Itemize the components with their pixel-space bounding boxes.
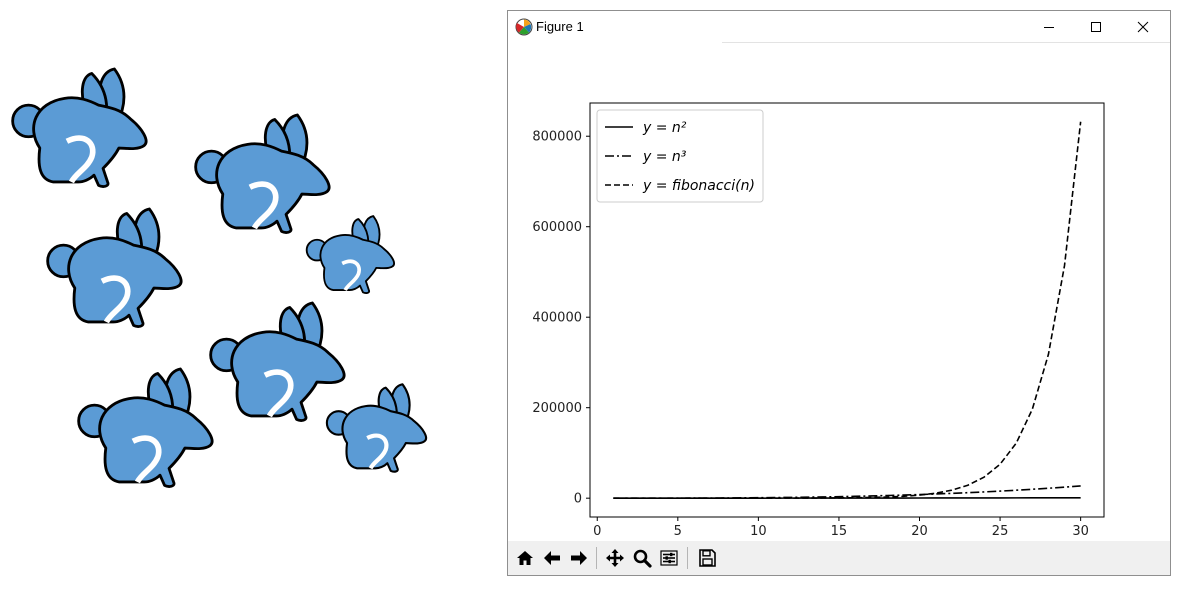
rabbits-illustration xyxy=(0,0,500,592)
legend-label-1: y = n² xyxy=(642,120,687,136)
back-button[interactable] xyxy=(539,545,565,571)
save-button[interactable] xyxy=(694,545,720,571)
zoom-button[interactable] xyxy=(629,545,655,571)
x-tick-label: 15 xyxy=(831,524,848,539)
y-tick-label: 200000 xyxy=(532,401,582,416)
legend-label-3: y = fibonacci(n) xyxy=(642,178,755,194)
configure-subplots-button[interactable] xyxy=(656,545,682,571)
navigation-toolbar xyxy=(508,541,1170,575)
series-line-2 xyxy=(613,485,1081,499)
rabbit-7 xyxy=(327,384,426,471)
y-tick-label: 600000 xyxy=(532,220,582,235)
x-tick-label: 5 xyxy=(674,524,682,539)
y-tick-label: 400000 xyxy=(532,311,582,326)
series-line-3 xyxy=(613,121,1082,499)
legend-box xyxy=(596,109,764,203)
home-icon xyxy=(517,551,533,565)
figure-window: Figure 1 0 5 10 15 20 25 30 0 200000 400000 600000… xyxy=(507,10,1171,576)
plot-canvas[interactable]: 0 5 10 15 20 25 30 0 200000 400000 600000 800000 y … xyxy=(508,43,1170,540)
x-tick-label: 25 xyxy=(992,524,1009,539)
home-button[interactable] xyxy=(512,545,538,571)
matplotlib-logo-icon xyxy=(515,18,533,36)
legend-label-2: y = n³ xyxy=(642,149,687,165)
x-tick-label: 20 xyxy=(911,524,928,539)
x-tick-label: 10 xyxy=(750,524,767,539)
close-icon xyxy=(1137,21,1149,33)
minimize-icon xyxy=(1044,27,1054,28)
x-tick-label: 30 xyxy=(1072,524,1089,539)
arrow-right-icon xyxy=(571,551,587,565)
axes-frame xyxy=(589,102,1105,518)
move-icon xyxy=(606,549,624,567)
floppy-disk-icon xyxy=(699,549,716,567)
rabbit-6 xyxy=(79,369,212,487)
maximize-button[interactable] xyxy=(1073,11,1119,43)
arrow-left-icon xyxy=(544,551,560,565)
close-button[interactable] xyxy=(1120,11,1166,43)
maximize-icon xyxy=(1091,22,1101,32)
minimize-button[interactable] xyxy=(1026,11,1072,43)
magnifier-icon xyxy=(633,549,652,568)
sliders-icon xyxy=(660,550,678,566)
rabbit-1 xyxy=(13,69,146,187)
window-title: Figure 1 xyxy=(536,19,584,34)
y-tick-label: 0 xyxy=(574,492,582,507)
rabbit-2 xyxy=(196,115,329,233)
axes-box xyxy=(589,102,1105,518)
series-lines xyxy=(613,121,1082,499)
y-tick-label: 800000 xyxy=(532,130,582,145)
rabbit-3 xyxy=(48,209,181,327)
legend: y = n² y = n³ y = fibonacci(n) xyxy=(596,109,764,203)
rabbit-5 xyxy=(211,303,344,421)
axis-ticks: 0 5 10 15 20 25 30 0 200000 400000 600000 800000 xyxy=(532,130,1089,539)
rabbit-4 xyxy=(304,214,396,295)
title-bar[interactable]: Figure 1 xyxy=(508,11,1170,43)
pan-button[interactable] xyxy=(602,545,628,571)
forward-button[interactable] xyxy=(566,545,592,571)
x-tick-label: 0 xyxy=(593,524,601,539)
